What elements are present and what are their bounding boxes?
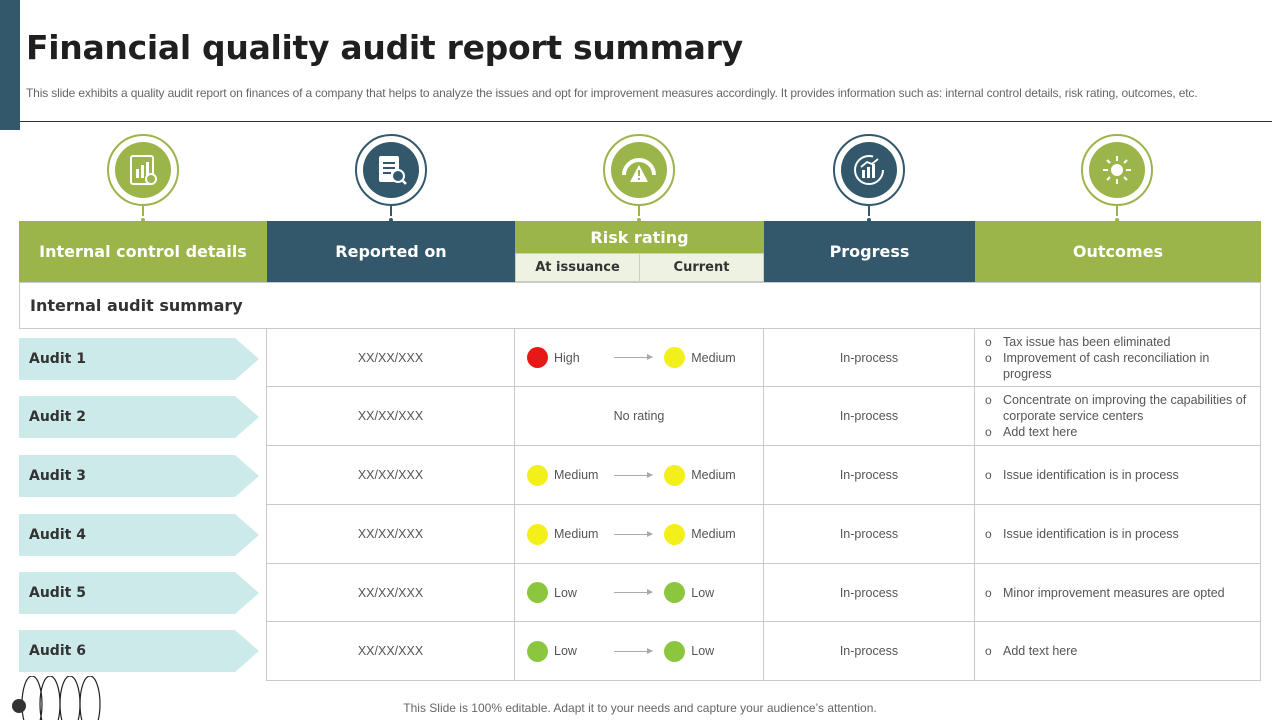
outcome-cell: Minor improvement measures are opted bbox=[974, 563, 1261, 622]
arrow-icon bbox=[613, 354, 653, 360]
risk-dot bbox=[527, 640, 548, 662]
risk-dot bbox=[664, 582, 686, 603]
risk-to: Low bbox=[691, 644, 715, 658]
subheader-current: Current bbox=[639, 253, 764, 282]
date-cell: XX/XX/XXX bbox=[266, 328, 515, 387]
date-cell: XX/XX/XXX bbox=[266, 504, 515, 564]
risk-dot bbox=[664, 464, 686, 486]
progress-cell: In-process bbox=[763, 386, 975, 446]
progress-cell: In-process bbox=[763, 504, 975, 564]
risk-from: High bbox=[554, 350, 580, 365]
outcome-sun-icon bbox=[1103, 156, 1131, 184]
outcome-item: Issue identification is in process bbox=[985, 526, 1179, 542]
risk-dot bbox=[664, 523, 686, 545]
outcome-item: Concentrate on improving the capabilitie… bbox=[985, 392, 1250, 424]
risk-to: Medium bbox=[691, 527, 736, 541]
header-outcomes: Outcomes bbox=[975, 221, 1261, 282]
outcome-item: Tax issue has been eliminated bbox=[985, 334, 1250, 350]
outcome-item: Minor improvement measures are opted bbox=[985, 585, 1225, 601]
risk-from: Low bbox=[554, 644, 577, 658]
outcome-item: Issue identification is in process bbox=[985, 467, 1179, 483]
risk-cell: Low Low bbox=[514, 563, 764, 622]
outcome-cell: Add text here bbox=[974, 621, 1261, 681]
progress-chart-icon-badge bbox=[831, 134, 907, 224]
outcome-cell: Issue identification is in process bbox=[974, 504, 1261, 564]
outcome-cell: Concentrate on improving the capabilitie… bbox=[974, 386, 1261, 446]
audit-label: Audit 4 bbox=[19, 514, 259, 556]
outcome-item: Add text here bbox=[985, 643, 1077, 659]
arrow-icon bbox=[613, 589, 653, 595]
audit-table: XX/XX/XXX High Medium In-process Tax issu… bbox=[266, 328, 1261, 681]
outcome-sun-icon-badge bbox=[1079, 134, 1155, 224]
progress-cell: In-process bbox=[763, 563, 975, 622]
document-search-icon bbox=[379, 156, 407, 185]
header-risk-rating: Risk rating bbox=[515, 221, 764, 253]
risk-gauge-icon bbox=[622, 158, 656, 182]
summary-row: Internal audit summary bbox=[19, 282, 1261, 329]
decorative-loops bbox=[12, 676, 101, 720]
risk-dot bbox=[664, 347, 686, 368]
risk-dot bbox=[527, 347, 548, 368]
audit-label: Audit 6 bbox=[19, 630, 259, 672]
risk-cell: High Medium bbox=[514, 328, 764, 387]
outcome-cell: Issue identification is in process bbox=[974, 445, 1261, 505]
accent-bar bbox=[0, 0, 20, 130]
outcome-item: Improvement of cash reconciliation in pr… bbox=[985, 350, 1250, 382]
risk-to: Medium bbox=[691, 350, 736, 365]
progress-cell: In-process bbox=[763, 328, 975, 387]
audit-label: Audit 3 bbox=[19, 455, 259, 497]
date-cell: XX/XX/XXX bbox=[266, 563, 515, 622]
progress-cell: In-process bbox=[763, 621, 975, 681]
header-reported-on: Reported on bbox=[267, 221, 515, 282]
audit-label: Audit 5 bbox=[19, 572, 259, 614]
page-title: Financial quality audit report summary bbox=[26, 28, 743, 67]
risk-from: Medium bbox=[554, 468, 599, 482]
date-cell: XX/XX/XXX bbox=[266, 621, 515, 681]
arrow-icon bbox=[613, 647, 653, 654]
header-progress: Progress bbox=[764, 221, 975, 282]
header-internal-control: Internal control details bbox=[19, 221, 267, 282]
arrow-icon bbox=[613, 530, 653, 537]
audit-label: Audit 2 bbox=[19, 396, 259, 438]
risk-cell: Medium Medium bbox=[514, 445, 764, 505]
risk-cell: Low Low bbox=[514, 621, 764, 681]
risk-from: Low bbox=[554, 585, 577, 600]
risk-to: Medium bbox=[691, 468, 736, 482]
footer-note: This Slide is 100% editable. Adapt it to… bbox=[403, 701, 877, 715]
audit-label: Audit 1 bbox=[19, 338, 259, 380]
risk-dot bbox=[664, 640, 686, 662]
document-search-icon-badge bbox=[353, 134, 429, 224]
risk-dot bbox=[527, 523, 548, 545]
report-chart-icon bbox=[130, 155, 157, 185]
risk-cell: No rating bbox=[514, 386, 764, 446]
risk-dot bbox=[527, 464, 548, 486]
risk-gauge-icon-badge bbox=[601, 134, 677, 224]
date-cell: XX/XX/XXX bbox=[266, 445, 515, 505]
outcome-cell: Tax issue has been eliminatedImprovement… bbox=[974, 328, 1261, 387]
progress-cell: In-process bbox=[763, 445, 975, 505]
divider bbox=[20, 121, 1272, 122]
progress-chart-icon bbox=[854, 155, 884, 185]
risk-from: Medium bbox=[554, 527, 599, 541]
risk-cell: Medium Medium bbox=[514, 504, 764, 564]
outcome-item: Add text here bbox=[985, 424, 1250, 440]
report-chart-icon-badge bbox=[105, 134, 181, 224]
risk-dot bbox=[527, 582, 548, 603]
arrow-icon bbox=[613, 471, 653, 478]
date-cell: XX/XX/XXX bbox=[266, 386, 515, 446]
risk-to: Low bbox=[691, 585, 715, 600]
subheader-at-issuance: At issuance bbox=[515, 253, 640, 282]
page-subtitle: This slide exhibits a quality audit repo… bbox=[26, 86, 1198, 100]
